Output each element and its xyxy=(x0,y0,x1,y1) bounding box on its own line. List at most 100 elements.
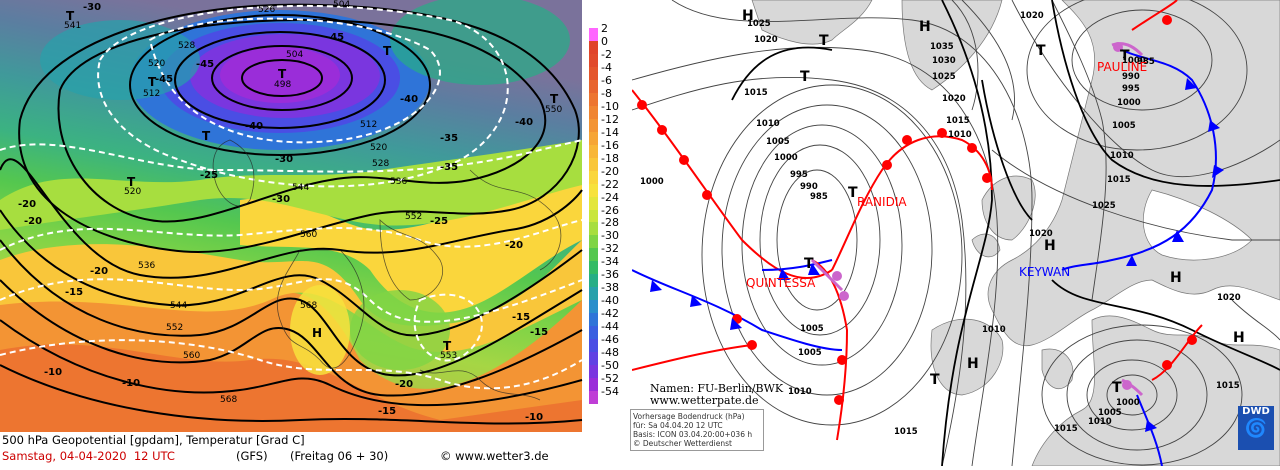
temp-label: -25 xyxy=(200,170,218,181)
temp-label: -10 xyxy=(122,378,140,389)
model-run: (Freitag 06 + 30) xyxy=(290,449,389,463)
height-label: 512 xyxy=(143,89,160,99)
legend-label: 2 xyxy=(601,22,608,35)
height-label: 498 xyxy=(274,80,291,90)
isobar-label: 1005 xyxy=(766,137,790,147)
isobar-labels: 1025 1020 1035 1030 1025 1020 1015 1010 … xyxy=(640,11,1241,437)
legend-swatch xyxy=(589,183,598,198)
main-isobars xyxy=(731,0,1280,467)
isobar-label: 1015 xyxy=(1216,381,1240,391)
map-date: Samstag, 04-04-2020 12 UTC xyxy=(2,449,175,463)
legend-swatch xyxy=(589,144,598,159)
height-label: 536 xyxy=(138,261,155,271)
temp-label: -10 xyxy=(525,412,543,423)
low-marker: T xyxy=(202,129,211,143)
temp-label: -35 xyxy=(440,133,458,144)
high-marker: H xyxy=(742,8,754,24)
isobar-label: 1020 xyxy=(1029,229,1053,239)
isobar-label: 1020 xyxy=(1217,293,1241,303)
legend-label: 0 xyxy=(601,34,608,48)
low-marker: T xyxy=(278,67,287,81)
legend-label: -38 xyxy=(601,281,619,295)
legend-swatch xyxy=(589,209,598,223)
height-label: 560 xyxy=(183,351,200,361)
temperature-contours xyxy=(0,4,583,390)
height-label: 512 xyxy=(360,120,377,130)
legend-label: -44 xyxy=(601,320,619,334)
legend-label: -10 xyxy=(601,99,619,113)
isobar-label: 990 xyxy=(1122,72,1140,82)
low-marker: T xyxy=(550,92,559,106)
credits: Namen: FU-Berlin/BWK www.wetterpate.de xyxy=(650,383,783,407)
legend-label: -16 xyxy=(601,138,619,152)
front-symbols xyxy=(637,15,1224,432)
temp-label: -40 xyxy=(515,117,533,128)
isobar-label: 1020 xyxy=(942,94,966,104)
isobar-label: 1005 xyxy=(1112,121,1136,131)
legend-swatch xyxy=(589,326,598,340)
legend-swatch xyxy=(589,365,598,379)
isobar-label: 1000 xyxy=(1116,398,1140,408)
temp-label: -15 xyxy=(512,312,530,323)
credit-names: Namen: FU-Berlin/BWK xyxy=(650,382,784,395)
isobar-label: 1025 xyxy=(932,72,956,82)
legend-label: -42 xyxy=(601,307,619,321)
isobar-label: 1010 xyxy=(948,130,972,140)
height-label: 528 xyxy=(178,41,195,51)
low-marker: T xyxy=(383,44,392,58)
isobar-label: 985 xyxy=(1137,57,1155,67)
isobar-label: 1020 xyxy=(754,35,778,45)
info-copyright: © Deutscher Wetterdienst xyxy=(633,439,732,448)
low-marker: T xyxy=(819,33,829,49)
low-marker: T xyxy=(1120,48,1130,64)
isobar-label: 1015 xyxy=(1054,424,1078,434)
legend-swatch xyxy=(589,378,598,392)
temp-label: -20 xyxy=(18,199,36,210)
isobar-label: 985 xyxy=(810,192,828,202)
legend-label: -52 xyxy=(601,372,619,386)
height-label: 528 xyxy=(372,159,389,169)
temp-label: -45 xyxy=(155,74,173,85)
legend-label: -54 xyxy=(601,385,619,399)
dwd-logo: DWD 🌀 xyxy=(1238,406,1274,450)
map-title: 500 hPa Geopotential [gpdam], Temperatur… xyxy=(2,433,305,447)
isobar-label: 995 xyxy=(1122,84,1140,94)
high-marker: H xyxy=(1233,330,1245,346)
legend-swatch xyxy=(589,300,598,314)
height-label: 520 xyxy=(370,143,387,153)
geopotential-temperature-map: 504 526 528 520 512 498 504 512 520 528 … xyxy=(0,0,583,432)
height-label: 536 xyxy=(390,177,407,187)
height-label: 552 xyxy=(405,212,422,222)
low-marker: T xyxy=(443,339,452,353)
temp-label: -30 xyxy=(275,154,293,165)
height-label: 544 xyxy=(292,183,309,193)
legend-swatch xyxy=(589,339,598,353)
height-label: 541 xyxy=(64,21,81,31)
isobar-label: 1010 xyxy=(1088,417,1112,427)
forecast-info-box: Vorhersage Bodendruck (hPa) für: Sa 04.0… xyxy=(630,409,764,451)
temperature-legend: 2 0 -2 -4 -6 -8 -10 -12 -14 -16 -18 -20 -22 -24 -26 -28… xyxy=(585,22,629,416)
height-label: 520 xyxy=(124,187,141,197)
temp-label: -20 xyxy=(90,266,108,277)
front-names: RANIDIA QUINTESSA PAULINE KEYWAN xyxy=(746,60,1147,290)
low-marker: T xyxy=(66,9,75,23)
low-marker: T xyxy=(1036,43,1046,59)
isobar-label: 1005 xyxy=(1098,408,1122,418)
temp-label: -25 xyxy=(430,216,448,227)
height-label: 504 xyxy=(286,50,303,60)
legend-swatch xyxy=(589,352,598,366)
isobar-label: 1005 xyxy=(800,324,824,334)
isobar-label: 1015 xyxy=(894,427,918,437)
height-label: 553 xyxy=(440,351,457,361)
low-marker: T xyxy=(148,75,157,89)
legend-label: -32 xyxy=(601,242,619,256)
low-marker: T xyxy=(848,185,858,201)
isobar-label: 1010 xyxy=(788,387,812,397)
info-basis: Basis: ICON 03.04.20:00+036 h xyxy=(633,430,753,439)
isobar-label: 1010 xyxy=(982,325,1006,335)
low-marker: T xyxy=(800,69,810,85)
surface-analysis-map-panel: 1025 1020 1035 1030 1025 1020 1015 1010 … xyxy=(631,0,1280,467)
isobar-label: 1020 xyxy=(1020,11,1044,21)
temp-label: -35 xyxy=(440,162,458,173)
temp-label: -40 xyxy=(400,94,418,105)
